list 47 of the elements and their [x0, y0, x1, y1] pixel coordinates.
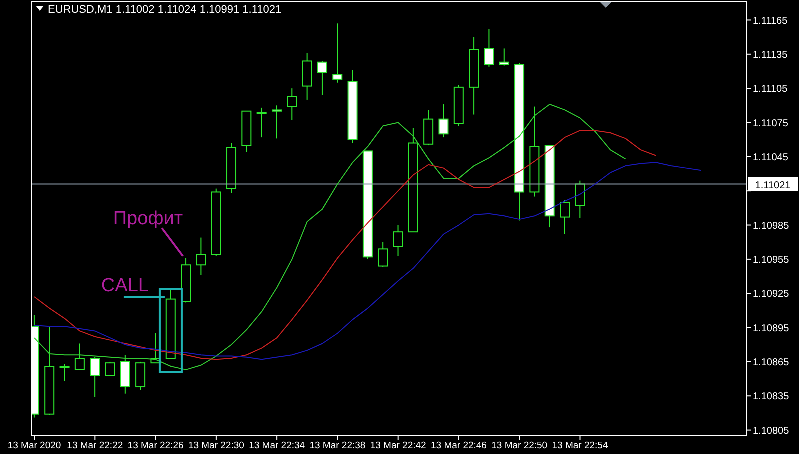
y-tick-label: 1.11165 — [753, 16, 788, 27]
candlestick — [256, 107, 267, 138]
candlestick — [60, 364, 70, 382]
x-tick-label: 13 Mar 22:30 — [188, 440, 244, 452]
y-tick-label: 1.11045 — [753, 152, 789, 164]
x-tick-label: 13 Mar 22:26 — [128, 440, 184, 452]
line-series — [34, 104, 626, 370]
candlestick — [90, 356, 100, 398]
y-tick-label: 1.11105 — [753, 84, 788, 96]
candlestick — [317, 60, 328, 96]
ref-line-label: 1.11021 — [755, 180, 792, 192]
candlestick — [499, 48, 510, 66]
candlestick — [378, 242, 388, 268]
y-tick-label: 1.11135 — [753, 50, 788, 61]
candlestick — [272, 105, 282, 140]
candlestick — [105, 361, 116, 376]
x-tick-label: 13 Mar 2020 — [8, 440, 62, 452]
y-tick-label: 1.10925 — [753, 289, 790, 300]
y-tick-label: 1.10865 — [753, 358, 790, 369]
x-tick-label: 13 Mar 22:50 — [492, 440, 548, 452]
y-tick-label: 1.10805 — [753, 426, 790, 437]
line-series — [34, 130, 657, 360]
candlestick — [393, 224, 404, 257]
candlestick — [560, 200, 570, 235]
candlestick — [332, 23, 343, 84]
candlestick — [484, 28, 494, 68]
y-tick-label: 1.10985 — [753, 220, 790, 232]
x-tick-label: 13 Mar 22:46 — [430, 440, 487, 452]
y-tick-label: 1.10955 — [753, 254, 790, 266]
candlestick — [74, 343, 85, 370]
candlestick — [438, 104, 449, 138]
y-tick-label: 1.10835 — [753, 392, 790, 403]
x-tick-label: 13 Mar 22:22 — [67, 440, 124, 452]
candlestick — [196, 237, 206, 276]
x-tick-label: 13 Mar 22:38 — [310, 440, 366, 452]
candlestick — [287, 88, 298, 121]
candlestick — [136, 361, 146, 391]
annotation: CALL — [101, 275, 149, 296]
x-tick-label: 13 Mar 22:34 — [249, 440, 306, 452]
line-series — [34, 162, 702, 360]
y-tick-label: 1.11075 — [753, 118, 789, 130]
x-tick-label: 13 Mar 22:54 — [552, 440, 608, 452]
annotation: Профит — [113, 208, 184, 230]
x-tick-label: 13 Mar 22:42 — [370, 440, 426, 452]
chart-title: EURUSD,M1 1.11002 1.11024 1.10991 1.11021 — [48, 4, 282, 16]
y-tick-label: 1.10895 — [753, 323, 790, 334]
candlestick — [575, 180, 586, 219]
